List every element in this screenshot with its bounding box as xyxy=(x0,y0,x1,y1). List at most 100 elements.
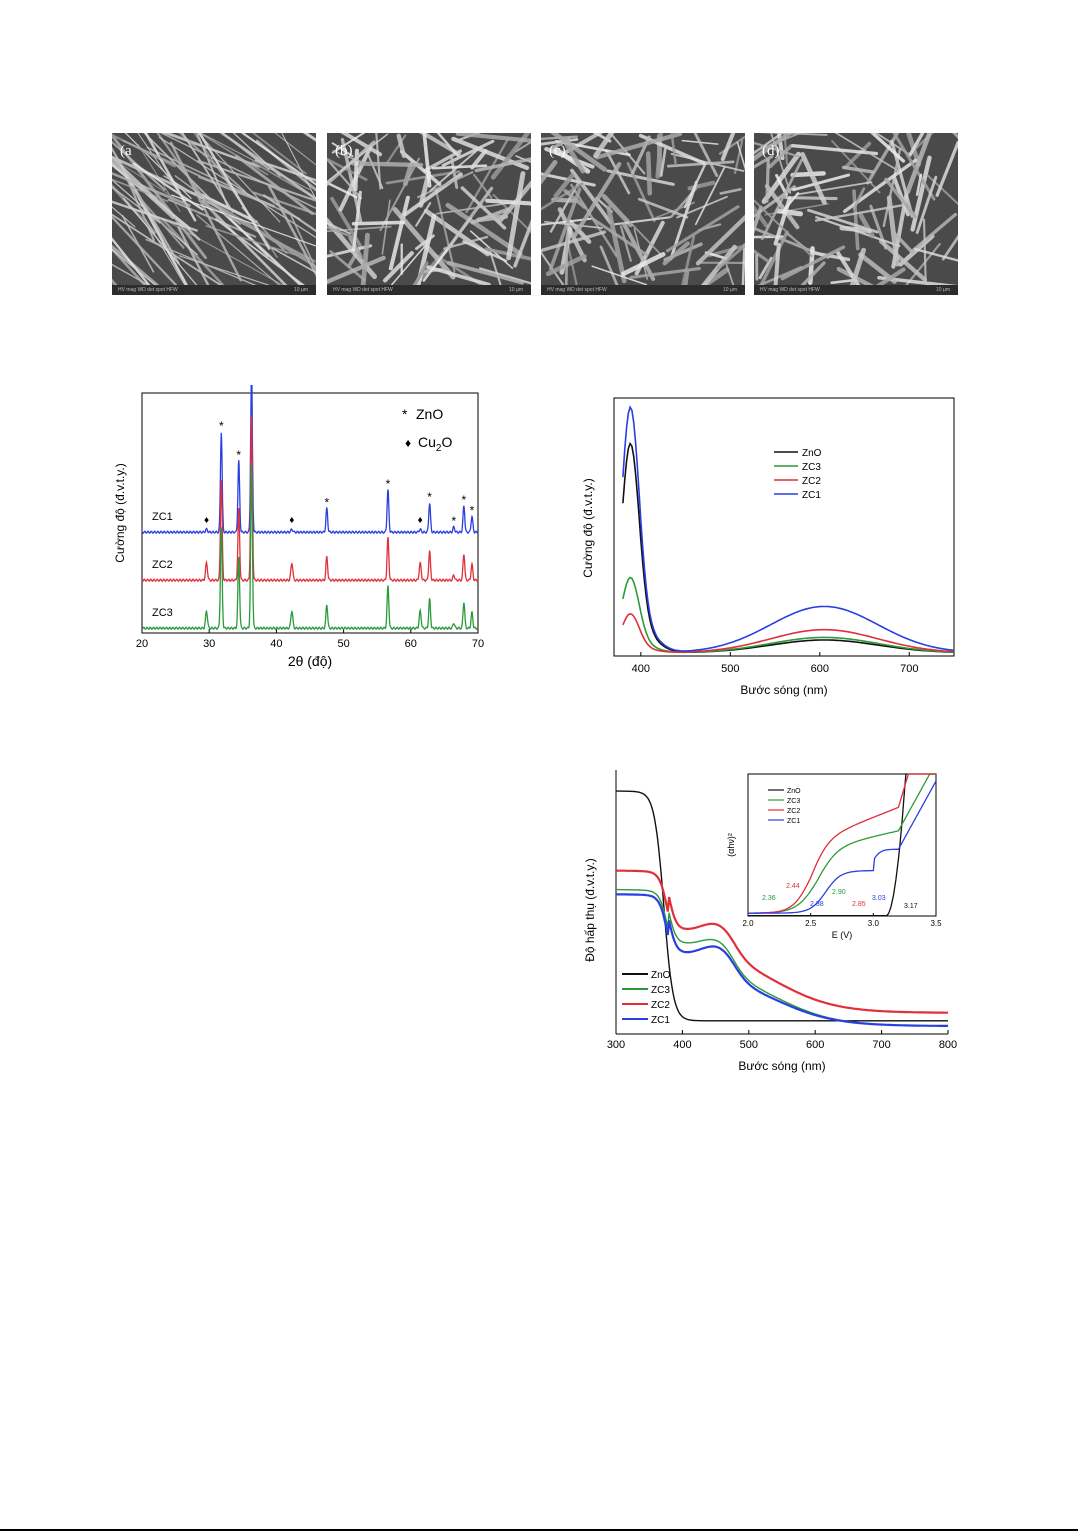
sem-rod xyxy=(462,240,508,263)
sem-rod xyxy=(693,133,719,178)
sem-rod xyxy=(251,133,307,175)
sem-rod xyxy=(541,217,592,226)
sem-rod xyxy=(637,197,689,219)
sem-rod xyxy=(174,175,241,225)
xrd-tick-label: 40 xyxy=(270,638,282,650)
sem-rod xyxy=(760,133,828,136)
sem-rod xyxy=(874,133,910,155)
sem-rod xyxy=(683,270,690,285)
sem-rod xyxy=(382,251,414,283)
sem-rod xyxy=(478,267,531,285)
sem-rod xyxy=(446,260,525,285)
sem-rod xyxy=(413,261,429,285)
sem-rod xyxy=(725,263,735,285)
sem-image-c: (c) HV mag WD det spot HFW 10 µm xyxy=(541,133,745,295)
inset-tick-label: 2.5 xyxy=(805,919,817,928)
sem-rod xyxy=(835,250,861,285)
sem-rod xyxy=(571,162,622,240)
xrd-plot-frame xyxy=(141,392,479,634)
sem-info-bar: HV mag WD det spot HFW 10 µm xyxy=(112,285,316,295)
sem-info-text: HV mag WD det spot HFW xyxy=(333,287,393,293)
sem-rod xyxy=(905,133,932,195)
sem-rod xyxy=(288,211,316,272)
sem-rod xyxy=(886,195,900,267)
sem-rod xyxy=(240,133,316,186)
uv-line-zc2 xyxy=(616,869,948,1014)
uv-tick-label: 400 xyxy=(673,1039,691,1051)
sem-texture xyxy=(112,133,316,285)
sem-rod xyxy=(754,133,794,162)
sem-rod xyxy=(796,181,873,196)
sem-rod xyxy=(875,267,906,285)
uv-legend-label: ZC3 xyxy=(651,985,670,996)
xrd-series-labels: ZC1 ZC2 ZC3 xyxy=(152,511,173,619)
uv-inset-chart: 2.0 2.5 3.0 3.5 E (V) (αhν)² ZnO ZC3 ZC2 ZC1 2.36 2… xyxy=(726,773,942,940)
xrd-tick-label: 50 xyxy=(337,638,349,650)
sem-rod xyxy=(915,173,923,196)
uv-tick-label: 800 xyxy=(939,1039,957,1051)
sem-rod xyxy=(455,133,531,143)
sem-rod xyxy=(112,263,150,285)
sem-rod xyxy=(541,250,565,285)
sem-rod xyxy=(235,154,314,215)
sem-rod xyxy=(681,235,696,285)
sem-rod xyxy=(844,141,872,169)
sem-rod xyxy=(841,165,875,174)
pl-tick-label: 700 xyxy=(900,663,918,675)
sem-rod xyxy=(866,133,900,185)
sem-rod xyxy=(506,171,526,261)
xrd-line-zc3 xyxy=(141,464,479,631)
sem-rod xyxy=(757,265,803,285)
inset-legend-label: ZC1 xyxy=(787,818,800,825)
xrd-zno-marker: * xyxy=(427,490,432,504)
sem-rod xyxy=(331,133,366,154)
sem-rod xyxy=(915,175,938,235)
xrd-zno-marker: * xyxy=(324,495,329,509)
sem-rod xyxy=(197,159,316,202)
sem-rod xyxy=(205,225,297,256)
sem-rod xyxy=(112,171,191,207)
sem-info-bar: HV mag WD det spot HFW 10 µm xyxy=(541,285,745,295)
sem-scale-text: 10 µm xyxy=(936,287,950,293)
sem-rod xyxy=(758,256,773,280)
sem-rod xyxy=(332,150,366,164)
sem-rod xyxy=(144,133,197,222)
sem-rod xyxy=(351,161,424,168)
sem-rod xyxy=(177,226,210,285)
sem-rod xyxy=(169,141,242,282)
sem-rod xyxy=(327,225,392,233)
sem-scale-text: 10 µm xyxy=(723,287,737,293)
sem-rod xyxy=(181,133,234,213)
inset-line-zc1 xyxy=(748,780,937,914)
sem-rod xyxy=(386,134,407,164)
sem-label: (c) xyxy=(549,143,566,159)
sem-rod xyxy=(145,238,257,285)
pl-line-zc1 xyxy=(622,405,955,652)
sem-rod xyxy=(399,149,442,186)
sem-rod xyxy=(719,188,742,195)
pl-legend-label: ZC1 xyxy=(802,490,821,501)
sem-image-d: (d) HV mag WD det spot HFW 10 µm xyxy=(754,133,958,295)
pl-tick-label: 400 xyxy=(632,663,650,675)
sem-rod xyxy=(849,247,867,285)
inset-x-label: E (V) xyxy=(832,930,853,940)
sem-rod xyxy=(112,146,180,265)
pl-x-ticks: 400 500 600 700 xyxy=(632,652,918,675)
xrd-zno-marker: * xyxy=(236,448,241,462)
sem-rod xyxy=(800,261,826,285)
inset-gap-label: 2.85 xyxy=(852,901,866,908)
sem-rod xyxy=(112,200,198,232)
sem-rod xyxy=(913,247,958,262)
xrd-legend-diamond: ♦ xyxy=(405,436,411,450)
sem-rod xyxy=(590,217,649,257)
sem-rod xyxy=(470,207,510,225)
sem-rod xyxy=(513,141,531,154)
pl-plot-frame xyxy=(613,397,955,657)
sem-info-text: HV mag WD det spot HFW xyxy=(760,287,820,293)
sem-rod xyxy=(178,255,271,285)
sem-rod xyxy=(839,225,873,234)
sem-rod xyxy=(396,133,407,159)
sem-rod xyxy=(390,238,432,285)
sem-rod xyxy=(909,212,958,254)
sem-rod xyxy=(593,133,615,159)
